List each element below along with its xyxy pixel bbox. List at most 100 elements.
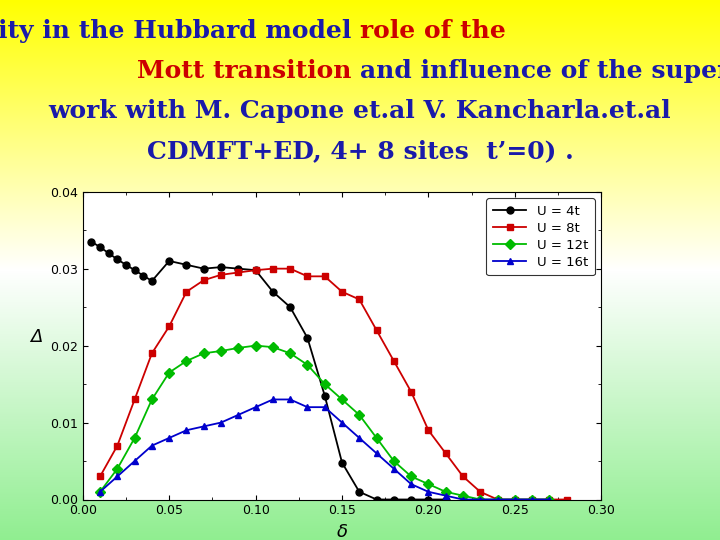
- U = 12t: [459, 492, 467, 499]
- U = 12t: [269, 344, 277, 350]
- U = 8t: [96, 473, 104, 480]
- U = 16t: [372, 450, 381, 457]
- U = 4t: [407, 496, 415, 503]
- U = 16t: [130, 458, 139, 464]
- U = 8t: [510, 496, 519, 503]
- U = 8t: [545, 496, 554, 503]
- U = 12t: [251, 342, 260, 349]
- U = 12t: [355, 411, 364, 418]
- Line: U = 8t: U = 8t: [96, 265, 570, 503]
- U = 8t: [562, 496, 571, 503]
- U = 8t: [338, 288, 346, 295]
- U = 16t: [424, 489, 433, 495]
- U = 12t: [407, 473, 415, 480]
- U = 4t: [113, 256, 122, 262]
- U = 16t: [199, 423, 208, 430]
- U = 8t: [390, 358, 398, 365]
- U = 12t: [320, 381, 329, 387]
- U = 16t: [234, 411, 243, 418]
- U = 12t: [303, 362, 312, 368]
- U = 12t: [217, 348, 225, 354]
- U = 8t: [130, 396, 139, 403]
- U = 12t: [390, 458, 398, 464]
- Line: U = 16t: U = 16t: [96, 396, 553, 503]
- U = 16t: [269, 396, 277, 403]
- U = 8t: [303, 273, 312, 280]
- U = 12t: [528, 496, 536, 503]
- U = 12t: [165, 369, 174, 376]
- U = 12t: [510, 496, 519, 503]
- U = 4t: [269, 288, 277, 295]
- Text: Superconductivity in the Hubbard model: Superconductivity in the Hubbard model: [0, 19, 360, 43]
- U = 16t: [96, 489, 104, 495]
- U = 4t: [424, 496, 433, 503]
- U = 8t: [148, 350, 156, 356]
- U = 12t: [286, 350, 294, 356]
- U = 4t: [199, 266, 208, 272]
- U = 4t: [96, 244, 104, 251]
- U = 16t: [303, 404, 312, 410]
- U = 12t: [545, 496, 554, 503]
- U = 4t: [165, 258, 174, 264]
- U = 12t: [338, 396, 346, 403]
- Line: U = 12t: U = 12t: [96, 342, 553, 503]
- U = 4t: [372, 496, 381, 503]
- U = 16t: [165, 435, 174, 441]
- Text: and influence of the super-exchange. (: and influence of the super-exchange. (: [360, 59, 720, 83]
- U = 12t: [372, 435, 381, 441]
- Legend: U = 4t, U = 8t, U = 12t, U = 16t: U = 4t, U = 8t, U = 12t, U = 16t: [487, 198, 595, 275]
- U = 8t: [476, 489, 485, 495]
- U = 16t: [251, 404, 260, 410]
- U = 16t: [441, 492, 450, 499]
- U = 12t: [441, 489, 450, 495]
- Text: CDMFT+ED, 4+ 8 sites  t’=0) .: CDMFT+ED, 4+ 8 sites t’=0) .: [147, 139, 573, 163]
- U = 16t: [510, 496, 519, 503]
- U = 8t: [459, 473, 467, 480]
- U = 4t: [286, 304, 294, 310]
- Line: U = 4t: U = 4t: [88, 238, 449, 503]
- U = 8t: [372, 327, 381, 334]
- U = 8t: [424, 427, 433, 434]
- U = 8t: [528, 496, 536, 503]
- U = 16t: [286, 396, 294, 403]
- U = 4t: [234, 266, 243, 272]
- X-axis label: δ: δ: [336, 523, 348, 540]
- U = 4t: [320, 393, 329, 399]
- U = 8t: [234, 269, 243, 276]
- U = 12t: [130, 435, 139, 441]
- Y-axis label: Δ: Δ: [30, 328, 42, 346]
- U = 8t: [320, 273, 329, 280]
- U = 8t: [355, 296, 364, 302]
- U = 16t: [459, 496, 467, 503]
- U = 4t: [139, 272, 148, 279]
- U = 16t: [320, 404, 329, 410]
- U = 8t: [113, 442, 122, 449]
- U = 4t: [130, 267, 139, 273]
- U = 4t: [338, 460, 346, 466]
- Text: role of the: role of the: [360, 19, 506, 43]
- U = 16t: [113, 473, 122, 480]
- U = 12t: [424, 481, 433, 487]
- U = 8t: [286, 266, 294, 272]
- U = 4t: [87, 239, 96, 245]
- U = 16t: [390, 465, 398, 472]
- U = 16t: [338, 419, 346, 426]
- U = 4t: [104, 250, 113, 256]
- U = 12t: [493, 496, 502, 503]
- U = 12t: [234, 345, 243, 351]
- U = 4t: [251, 267, 260, 273]
- U = 12t: [476, 496, 485, 503]
- U = 4t: [122, 261, 130, 268]
- U = 16t: [217, 419, 225, 426]
- U = 16t: [148, 442, 156, 449]
- U = 4t: [390, 496, 398, 503]
- U = 12t: [148, 396, 156, 403]
- U = 12t: [182, 358, 191, 365]
- U = 8t: [251, 267, 260, 273]
- U = 8t: [407, 389, 415, 395]
- Text: Mott transition: Mott transition: [137, 59, 360, 83]
- U = 8t: [217, 272, 225, 278]
- U = 4t: [441, 496, 450, 503]
- U = 16t: [476, 496, 485, 503]
- U = 8t: [182, 288, 191, 295]
